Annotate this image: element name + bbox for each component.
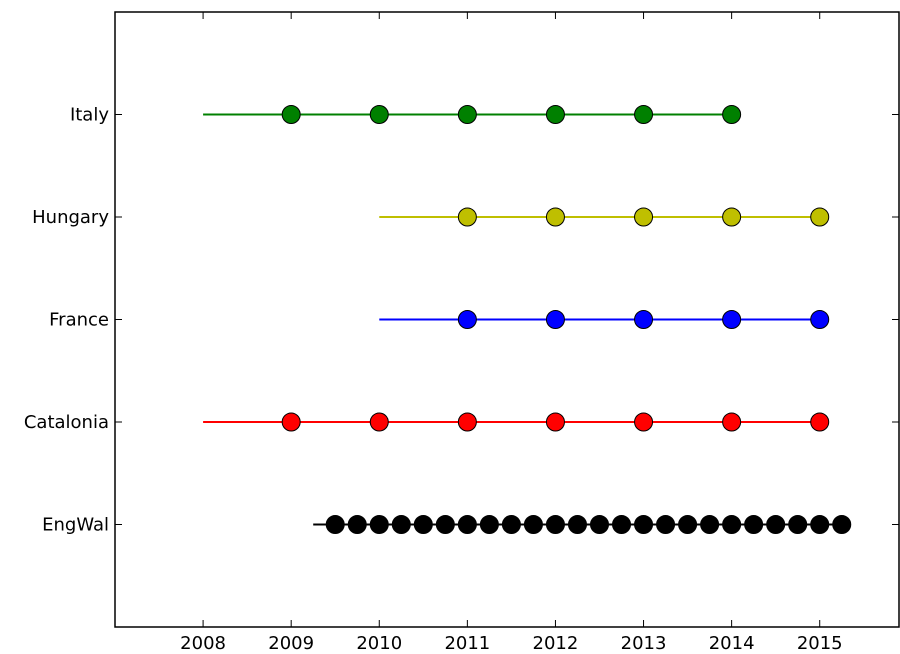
data-point-engwal-19 [744,515,764,534]
data-point-italy-5 [722,105,742,124]
x-tick-label: 2015 [797,633,843,654]
series-layer [203,105,852,534]
data-point-catalonia-0 [281,412,301,432]
data-point-catalonia-2 [457,412,477,432]
data-point-engwal-16 [678,515,698,534]
y-tick-label: France [49,310,109,331]
data-point-engwal-20 [766,515,786,534]
data-point-engwal-15 [656,515,676,534]
x-axis: 2008 2009 2010 2011 2012 2013 2014 2015 [180,12,843,654]
data-point-catalonia-1 [369,412,389,432]
data-point-engwal-10 [545,515,565,534]
data-point-engwal-5 [435,515,455,534]
data-point-catalonia-6 [810,412,830,432]
data-point-italy-1 [369,105,389,124]
data-point-hungary-4 [810,207,830,227]
data-point-engwal-0 [325,515,345,534]
data-point-engwal-13 [612,515,632,534]
data-point-france-0 [457,310,477,329]
data-point-italy-3 [545,105,565,124]
data-point-catalonia-5 [722,412,742,432]
data-point-catalonia-3 [545,412,565,432]
data-point-catalonia-4 [634,412,654,432]
data-point-engwal-8 [501,515,521,534]
data-point-engwal-6 [457,515,477,534]
data-point-france-2 [634,310,654,329]
data-point-engwal-9 [523,515,543,534]
y-tick-label: Catalonia [24,412,109,433]
series-italy [203,105,742,124]
data-point-italy-4 [634,105,654,124]
x-tick-label: 2011 [444,633,490,654]
y-tick-label: EngWal [42,515,109,536]
data-point-hungary-0 [457,207,477,227]
data-point-engwal-21 [788,515,808,534]
data-point-hungary-1 [545,207,565,227]
data-point-engwal-22 [810,515,830,534]
data-point-engwal-11 [567,515,587,534]
y-tick-label: Hungary [32,207,109,228]
data-point-engwal-1 [347,515,367,534]
x-tick-label: 2010 [356,633,402,654]
series-france [379,310,830,329]
data-point-hungary-2 [634,207,654,227]
data-point-hungary-3 [722,207,742,227]
data-point-france-3 [722,310,742,329]
data-point-france-1 [545,310,565,329]
x-tick-label: 2009 [268,633,314,654]
series-hungary [379,207,830,227]
data-point-france-4 [810,310,830,329]
data-point-engwal-14 [634,515,654,534]
data-point-engwal-17 [700,515,720,534]
x-tick-label: 2014 [709,633,755,654]
data-point-engwal-3 [391,515,411,534]
data-point-italy-2 [457,105,477,124]
x-tick-label: 2008 [180,633,226,654]
y-tick-label: Italy [70,105,109,126]
series-catalonia [203,412,830,432]
data-point-engwal-18 [722,515,742,534]
series-engwal [313,515,852,534]
data-point-engwal-2 [369,515,389,534]
data-point-engwal-12 [589,515,609,534]
data-point-italy-0 [281,105,301,124]
data-point-engwal-23 [832,515,852,534]
x-tick-label: 2013 [621,633,667,654]
y-axis: EngWal Catalonia France Hungary Italy [24,105,899,536]
x-tick-label: 2012 [533,633,579,654]
data-point-engwal-4 [413,515,433,534]
data-point-engwal-7 [479,515,499,534]
